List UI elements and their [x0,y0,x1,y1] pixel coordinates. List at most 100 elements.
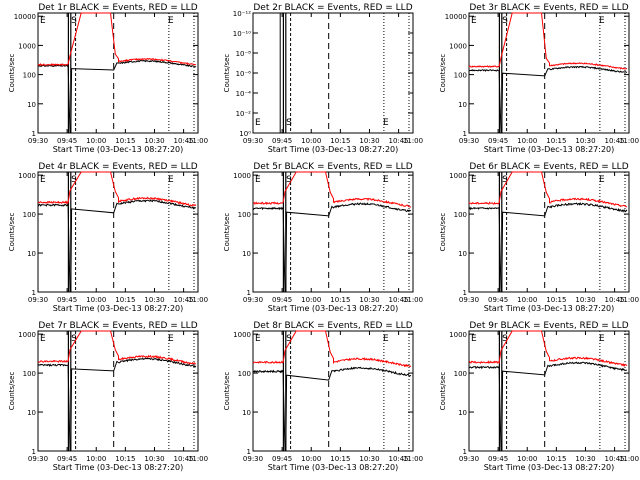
x-tick-label: 09:45 [272,455,292,463]
x-axis-label: Start Time (03-Dec-13 08:27:20) [268,463,399,472]
lld-series-line [468,171,628,208]
y-tick-label: 10⁻¹⁰ [233,30,251,38]
x-tick-label: 10:00 [86,137,106,145]
x-tick-label: 09:45 [272,137,292,145]
y-tick-label: 1000 [18,42,36,50]
y-tick-label: 1 [32,289,36,297]
y-tick-label: 10 [242,409,251,417]
x-tick-label: 11:00 [403,137,423,145]
x-tick-label: 11:00 [403,455,423,463]
y-tick-label: 1000 [18,331,36,339]
marker-label: E [168,16,174,26]
y-tick-label: 10000 [445,13,467,21]
y-tick-label: 10 [458,101,467,109]
marker-label: S [71,16,77,26]
plot-frame [252,171,414,293]
x-tick-label: 10:30 [575,296,595,304]
x-tick-label: 10:15 [546,455,566,463]
x-tick-label: 09:30 [459,137,479,145]
events-series-line [468,65,628,134]
marker-label: S [71,334,77,344]
y-axis-label: Counts/sec [439,213,447,252]
y-tick-label: 10000 [14,13,36,21]
y-axis-label: Counts/sec [223,372,231,411]
y-tick-label: 100 [238,370,251,378]
y-tick-label: 1 [32,448,36,456]
panel-3: Det 3r BLACK = Events, RED = LLD Counts/s… [439,3,639,154]
panel-title: Det 9r BLACK = Events, RED = LLD [469,321,628,331]
plot-frame [252,12,414,134]
x-tick-label: 10:45 [605,455,625,463]
y-tick-label: 10 [458,250,467,258]
lld-series-line [37,171,197,207]
x-tick-label: 10:45 [389,296,409,304]
x-tick-label: 09:30 [459,296,479,304]
x-tick-label: 09:45 [272,296,292,304]
marker-label: E [599,16,605,26]
y-tick-label: 10⁻¹² [233,10,251,18]
y-tick-label: 10⁻⁶ [236,70,252,78]
panel-1: Det 1r BLACK = Events, RED = LLD Counts/s… [8,3,208,154]
y-tick-label: 1000 [449,331,467,339]
plot-frame [468,171,630,293]
x-tick-label: 10:45 [389,455,409,463]
y-tick-label: 100 [454,211,467,219]
x-tick-label: 10:00 [86,296,106,304]
marker-label: E [383,334,389,344]
marker-label: S [286,334,292,344]
x-tick-label: 09:30 [459,455,479,463]
panel-8: Det 8r BLACK = Events, RED = LLD Counts/s… [223,321,423,472]
x-axis-label: Start Time (03-Dec-13 08:27:20) [53,463,184,472]
marker-label: E [168,334,174,344]
marker-label: S [71,175,77,185]
x-tick-label: 11:00 [403,296,423,304]
panel-2: Det 2r BLACK = Events, RED = LLD Counts/s… [223,3,423,154]
y-tick-label: 1000 [449,172,467,180]
x-tick-label: 10:15 [546,296,566,304]
x-tick-label: 09:45 [488,455,508,463]
y-tick-label: 10 [242,250,251,258]
y-axis-label: Counts/sec [8,372,16,411]
panel-5: Det 5r BLACK = Events, RED = LLD Counts/s… [223,162,423,313]
y-axis-label: Counts/sec [8,54,16,93]
panel-4: Det 4r BLACK = Events, RED = LLD Counts/s… [8,162,208,313]
x-axis-label: Start Time (03-Dec-13 08:27:20) [484,463,615,472]
marker-label: S [502,334,508,344]
marker-label: E [383,118,389,128]
events-series-line [468,361,628,452]
x-tick-label: 10:00 [517,455,537,463]
lld-series-line [38,330,196,365]
panel-title: Det 2r BLACK = Events, RED = LLD [253,3,412,13]
panel-9: Det 9r BLACK = Events, RED = LLD Counts/s… [439,321,639,472]
x-tick-label: 10:30 [144,296,164,304]
y-tick-label: 100 [23,370,36,378]
x-tick-label: 10:30 [575,137,595,145]
x-tick-label: 11:00 [188,455,208,463]
plot-frame [468,12,630,134]
x-tick-label: 11:00 [619,137,639,145]
y-tick-label: 100 [238,211,251,219]
plot-frame [37,171,199,293]
y-tick-label: 10⁻⁸ [236,50,252,58]
y-tick-label: 10⁰ [239,130,251,138]
x-tick-label: 10:45 [174,137,194,145]
marker-label: E [471,334,477,344]
plot-frame [252,330,414,452]
x-tick-label: 10:30 [359,137,379,145]
y-tick-label: 1000 [449,42,467,50]
y-tick-label: 1 [32,130,36,138]
x-tick-label: 10:45 [174,455,194,463]
panel-7: Det 7r BLACK = Events, RED = LLD Counts/s… [8,321,208,472]
plot-frame [37,330,199,452]
x-axis-label: Start Time (03-Dec-13 08:27:20) [53,304,184,313]
y-axis-label: Counts/sec [8,213,16,252]
x-tick-label: 09:30 [28,137,48,145]
x-tick-label: 09:30 [243,455,263,463]
panel-title: Det 7r BLACK = Events, RED = LLD [38,321,197,331]
marker-label: E [40,175,46,185]
x-tick-label: 10:00 [517,296,537,304]
marker-label: E [383,175,389,185]
y-tick-label: 10 [27,409,36,417]
x-tick-label: 10:15 [115,296,135,304]
